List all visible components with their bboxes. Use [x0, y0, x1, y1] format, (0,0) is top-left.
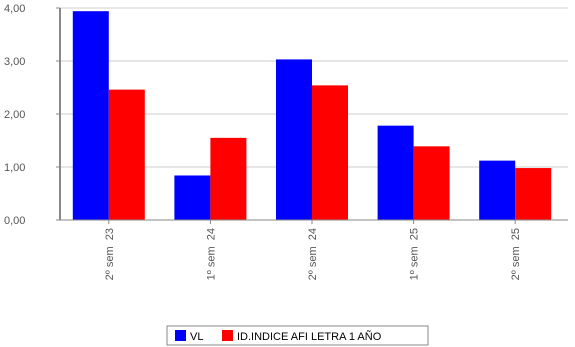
bar-indice: [413, 146, 450, 220]
bar-vl: [479, 160, 516, 220]
bar-indice: [515, 168, 552, 220]
x-tick-label: 2º sem 23: [104, 228, 116, 280]
x-tick-label: 1º sem 24: [205, 228, 217, 280]
x-axis-ticks: 2º sem 23 1º sem 24 2º sem 24 1º sem 25 2º s…: [104, 220, 522, 280]
y-tick-label: 0,00: [4, 215, 25, 227]
y-axis-ticks: 0,00 1,00 2,00 3,00 4,00: [4, 3, 60, 227]
legend-swatch-indice: [222, 330, 233, 341]
bar-vl: [276, 59, 312, 220]
x-tick-label: 2º sem 24: [307, 228, 319, 280]
x-tick-label: 2º sem 25: [510, 228, 522, 280]
bars: [72, 11, 552, 221]
bar-vl: [72, 11, 109, 221]
y-tick-label: 1,00: [4, 162, 25, 174]
bar-indice: [108, 89, 145, 221]
bar-indice: [312, 85, 348, 220]
legend-label-indice: ID.INDICE AFI LETRA 1 AÑO: [237, 330, 382, 343]
bar-vl: [174, 175, 211, 220]
legend: VL ID.INDICE AFI LETRA 1 AÑO: [166, 325, 429, 346]
legend-label-vl: VL: [190, 331, 203, 343]
y-tick-label: 2,00: [4, 109, 25, 121]
y-tick-label: 4,00: [4, 3, 25, 15]
bar-vl: [377, 125, 414, 220]
x-tick-label: 1º sem 25: [409, 228, 421, 280]
bar-indice: [210, 137, 247, 220]
legend-swatch-vl: [175, 330, 186, 341]
y-tick-label: 3,00: [4, 56, 25, 68]
